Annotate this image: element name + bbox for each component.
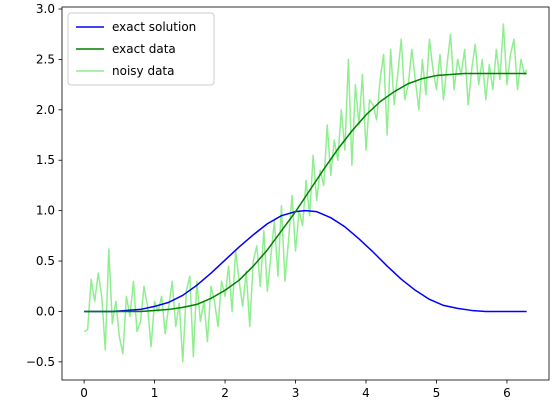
- axes-layer: 0 1 2 3 4 5 6 −0.5 0.0 0.5 1.0 1.5 2.0 2.5 3.0: [26, 2, 550, 400]
- y-tick-label: −0.5: [26, 355, 55, 369]
- series-layer: [83, 23, 528, 363]
- x-tick-label: 3: [292, 386, 300, 400]
- x-tick-label: 2: [221, 386, 229, 400]
- x-tick-label: 1: [151, 386, 159, 400]
- y-tick-label: 2.5: [36, 52, 55, 66]
- legend-box: [67, 12, 215, 86]
- legend-label-exact-data: exact data: [112, 42, 176, 56]
- legend: exact solution exact data noisy data: [67, 12, 215, 86]
- series-line-exact-data: [84, 72, 527, 313]
- legend-label-exact-solution: exact solution: [112, 20, 196, 34]
- y-tick-label: 0.0: [36, 304, 55, 318]
- y-tick-label: 1.0: [36, 204, 55, 218]
- x-tick-label: 6: [503, 386, 511, 400]
- x-tick-label: 0: [80, 386, 88, 400]
- x-tick-label: 5: [433, 386, 441, 400]
- series-line-exact-solution: [84, 209, 527, 313]
- y-tick-label: 0.5: [36, 254, 55, 268]
- legend-label-noisy-data: noisy data: [112, 64, 174, 78]
- axes-frame: [61, 6, 550, 381]
- y-tick-label: 2.0: [36, 103, 55, 117]
- y-tick-label: 1.5: [36, 153, 55, 167]
- y-tick-label: 3.0: [36, 2, 55, 16]
- series-line-noisy-data: [83, 23, 528, 363]
- x-tick-label: 4: [362, 386, 370, 400]
